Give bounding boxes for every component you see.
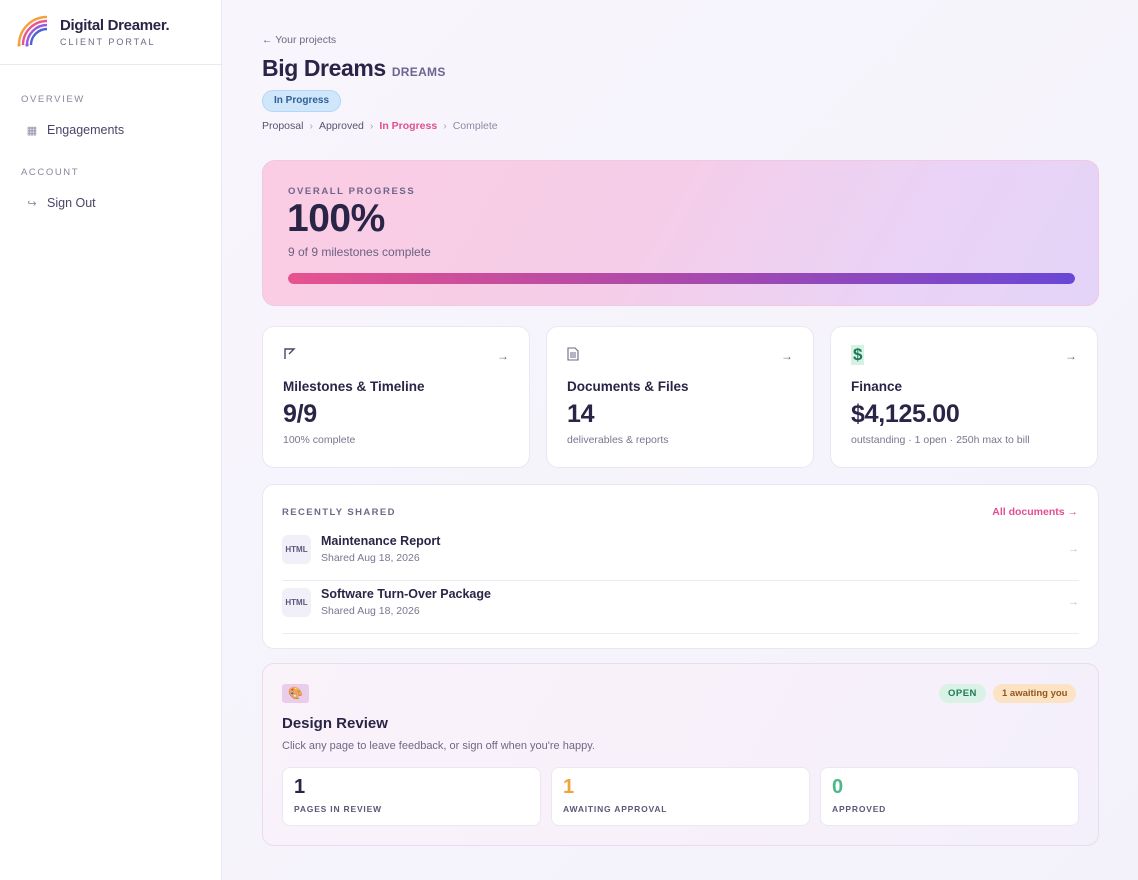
arrow-right-icon: → <box>497 349 509 363</box>
back-link[interactable]: ← Your projects <box>262 34 337 46</box>
chevron-right-icon: › <box>369 120 374 132</box>
flag-icon <box>283 347 296 363</box>
overall-progress-card: OVERALL PROGRESS 100% 9 of 9 milestones … <box>262 160 1099 306</box>
chevron-right-icon: › <box>309 120 313 132</box>
arrow-right-icon: → <box>781 349 793 363</box>
file-type-badge: HTML <box>282 535 311 564</box>
stage-in-progress: In Progress <box>379 120 438 132</box>
stat-label: APPROVED <box>832 804 887 814</box>
stat-value: 9/9 <box>283 400 317 428</box>
progress-bar-fill <box>288 273 1075 284</box>
title-row: Big Dreams DREAMS <box>262 55 446 82</box>
stat-label: AWAITING APPROVAL <box>563 804 668 814</box>
brand-subtitle: CLIENT PORTAL <box>60 37 156 47</box>
stat-title: Milestones & Timeline <box>283 379 425 394</box>
stage-complete: Complete <box>452 120 498 132</box>
page-title: Big Dreams <box>262 55 386 81</box>
stat-value: 14 <box>567 400 595 428</box>
awaiting-approval-stat: 1 AWAITING APPROVAL <box>551 767 810 826</box>
stat-label: PAGES IN REVIEW <box>294 804 382 814</box>
stat-value: 0 <box>832 776 844 798</box>
file-type-badge: HTML <box>282 588 311 617</box>
stage-breadcrumb: Proposal › Approved › In Progress › Comp… <box>262 120 498 132</box>
grid-icon: ▦ <box>26 124 38 137</box>
awaiting-badge: 1 awaiting you <box>993 684 1077 703</box>
progress-bar <box>288 273 1075 284</box>
design-review-card[interactable]: 🎨 OPEN 1 awaiting you Design Review Clic… <box>262 663 1099 846</box>
stat-value: 1 <box>563 776 575 798</box>
nav-section-overview: OVERVIEW <box>21 94 85 105</box>
nav-section-account: ACCOUNT <box>21 167 80 178</box>
progress-subtitle: 9 of 9 milestones complete <box>288 245 431 259</box>
sidebar-item-label: Engagements <box>47 123 125 137</box>
sidebar-item-label: Sign Out <box>47 196 96 210</box>
sidebar: Digital Dreamer. CLIENT PORTAL OVERVIEW … <box>0 0 222 880</box>
documents-card[interactable]: → Documents & Files 14 deliverables & re… <box>546 326 814 468</box>
finance-card[interactable]: $ → Finance $4,125.00 outstanding · 1 op… <box>830 326 1098 468</box>
arrow-right-icon: → <box>1065 349 1077 363</box>
stage-proposal: Proposal <box>262 120 304 132</box>
document-icon <box>567 347 579 364</box>
stat-subtitle: deliverables & reports <box>567 434 669 446</box>
palette-icon: 🎨 <box>282 684 309 703</box>
review-title: Design Review <box>282 715 388 732</box>
recently-shared-card: RECENTLY SHARED All documents → HTML Mai… <box>262 484 1099 649</box>
rainbow-logo-icon <box>17 15 48 47</box>
section-label: RECENTLY SHARED <box>282 507 396 518</box>
dollar-icon: $ <box>851 345 865 365</box>
stat-value: $4,125.00 <box>851 400 960 428</box>
stat-title: Finance <box>851 379 903 394</box>
list-item[interactable]: HTML Maintenance Report Shared Aug 18, 2… <box>282 529 1079 581</box>
open-badge: OPEN <box>939 684 986 703</box>
brand[interactable]: Digital Dreamer. CLIENT PORTAL <box>0 0 221 65</box>
stat-title: Documents & Files <box>567 379 689 394</box>
arrow-right-icon: → <box>1068 543 1079 555</box>
milestones-card[interactable]: → Milestones & Timeline 9/9 100% complet… <box>262 326 530 468</box>
document-date: Shared Aug 18, 2026 <box>321 605 420 617</box>
stat-value: 1 <box>294 776 306 798</box>
progress-label: OVERALL PROGRESS <box>288 186 416 197</box>
arrow-right-icon: → <box>1068 596 1079 608</box>
list-item[interactable]: HTML Software Turn-Over Package Shared A… <box>282 582 1079 634</box>
document-name: Maintenance Report <box>321 534 441 548</box>
status-badge: In Progress <box>262 90 342 112</box>
document-name: Software Turn-Over Package <box>321 587 491 601</box>
document-date: Shared Aug 18, 2026 <box>321 552 420 564</box>
sign-out-icon: ↪ <box>27 197 37 210</box>
project-code: DREAMS <box>391 65 446 79</box>
brand-name: Digital Dreamer. <box>60 17 170 34</box>
sidebar-item-engagements[interactable]: ▦ Engagements <box>0 119 124 141</box>
all-documents-link[interactable]: All documents → <box>992 506 1078 518</box>
stat-subtitle: outstanding · 1 open · 250h max to bill <box>851 434 1030 446</box>
stat-subtitle: 100% complete <box>283 434 356 446</box>
approved-stat: 0 APPROVED <box>820 767 1079 826</box>
review-subtitle: Click any page to leave feedback, or sig… <box>282 740 595 752</box>
chevron-right-icon: › <box>443 120 447 132</box>
progress-value: 100% <box>287 197 385 240</box>
sidebar-item-sign-out[interactable]: ↪ Sign Out <box>0 192 96 214</box>
pages-in-review-stat: 1 PAGES IN REVIEW <box>282 767 541 826</box>
main-content: ← Your projects Big Dreams DREAMS In Pro… <box>222 0 1138 880</box>
stage-approved: Approved <box>318 120 364 132</box>
